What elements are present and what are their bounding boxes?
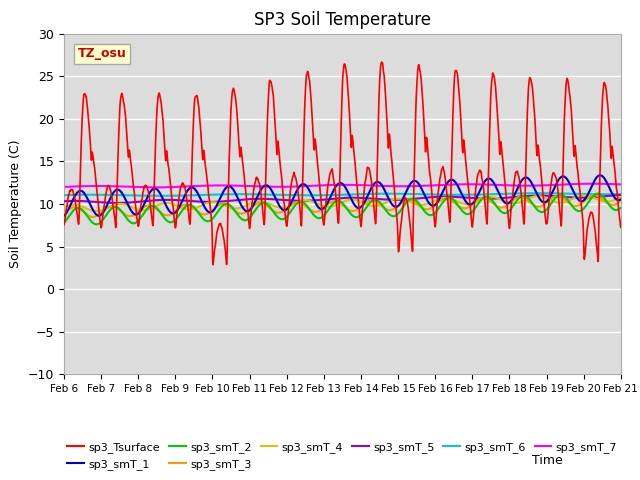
sp3_Tsurface bbox=[60, 222, 68, 228]
sp3_smT_2 bbox=[617, 205, 625, 211]
Line: sp3_smT_4: sp3_smT_4 bbox=[64, 195, 621, 211]
sp3_smT_2 bbox=[406, 196, 414, 202]
sp3_smT_6 bbox=[406, 191, 414, 197]
sp3_smT_6 bbox=[180, 192, 188, 198]
sp3_Tsurface bbox=[216, 221, 223, 227]
sp3_smT_6 bbox=[397, 191, 404, 197]
Y-axis label: Soil Temperature (C): Soil Temperature (C) bbox=[10, 140, 22, 268]
sp3_smT_2 bbox=[93, 221, 100, 227]
sp3_smT_7 bbox=[60, 184, 68, 190]
sp3_smT_6 bbox=[157, 193, 164, 199]
sp3_smT_1 bbox=[179, 196, 187, 202]
sp3_smT_3 bbox=[564, 200, 572, 205]
sp3_smT_6 bbox=[216, 192, 223, 197]
sp3_smT_3 bbox=[216, 202, 223, 207]
sp3_smT_1 bbox=[60, 213, 68, 218]
sp3_Tsurface bbox=[378, 59, 385, 65]
sp3_Tsurface bbox=[397, 222, 404, 228]
sp3_smT_3 bbox=[406, 197, 414, 203]
sp3_smT_5 bbox=[397, 197, 404, 203]
sp3_smT_4 bbox=[180, 205, 188, 211]
sp3_smT_4 bbox=[564, 198, 572, 204]
sp3_smT_5 bbox=[216, 199, 223, 204]
sp3_smT_7 bbox=[180, 184, 188, 190]
sp3_smT_5 bbox=[406, 196, 414, 202]
sp3_smT_1 bbox=[596, 172, 604, 178]
sp3_smT_4 bbox=[406, 199, 414, 205]
sp3_smT_6 bbox=[564, 191, 572, 196]
sp3_smT_7 bbox=[617, 181, 625, 187]
sp3_smT_7 bbox=[588, 181, 596, 187]
sp3_Tsurface bbox=[209, 262, 217, 267]
Line: sp3_smT_3: sp3_smT_3 bbox=[64, 195, 621, 217]
sp3_smT_1 bbox=[617, 197, 625, 203]
sp3_smT_4 bbox=[617, 194, 625, 200]
sp3_Tsurface bbox=[617, 225, 625, 230]
sp3_smT_2 bbox=[397, 207, 404, 213]
sp3_smT_1 bbox=[617, 196, 625, 202]
sp3_smT_1 bbox=[216, 197, 223, 203]
Line: sp3_smT_2: sp3_smT_2 bbox=[64, 193, 621, 224]
Line: sp3_smT_7: sp3_smT_7 bbox=[64, 184, 621, 187]
sp3_Tsurface bbox=[564, 79, 572, 85]
sp3_smT_1 bbox=[564, 178, 572, 183]
sp3_smT_6 bbox=[617, 192, 625, 197]
Legend: sp3_Tsurface, sp3_smT_1, sp3_smT_2, sp3_smT_3, sp3_smT_4, sp3_smT_5, sp3_smT_6, : sp3_Tsurface, sp3_smT_1, sp3_smT_2, sp3_… bbox=[63, 438, 622, 474]
sp3_Tsurface bbox=[179, 181, 187, 187]
sp3_smT_4 bbox=[216, 201, 223, 206]
sp3_smT_3 bbox=[397, 201, 404, 206]
sp3_smT_1 bbox=[397, 200, 404, 205]
sp3_smT_7 bbox=[216, 182, 223, 188]
sp3_smT_3 bbox=[617, 198, 625, 204]
sp3_smT_5 bbox=[180, 198, 188, 204]
sp3_smT_2 bbox=[216, 206, 223, 212]
sp3_smT_5 bbox=[617, 192, 625, 198]
Text: TZ_osu: TZ_osu bbox=[78, 48, 127, 60]
sp3_smT_3 bbox=[60, 211, 68, 216]
sp3_smT_3 bbox=[89, 214, 97, 220]
sp3_smT_2 bbox=[617, 205, 625, 211]
sp3_smT_2 bbox=[564, 197, 572, 203]
sp3_smT_1 bbox=[406, 181, 414, 187]
sp3_smT_4 bbox=[617, 194, 625, 200]
sp3_smT_3 bbox=[617, 198, 625, 204]
sp3_Tsurface bbox=[407, 228, 415, 234]
sp3_smT_7 bbox=[617, 181, 625, 187]
sp3_smT_6 bbox=[60, 192, 68, 198]
sp3_smT_5 bbox=[564, 194, 572, 200]
sp3_smT_2 bbox=[60, 220, 68, 226]
sp3_smT_4 bbox=[397, 196, 404, 202]
sp3_smT_4 bbox=[60, 204, 68, 210]
sp3_smT_7 bbox=[564, 181, 572, 187]
sp3_smT_2 bbox=[180, 206, 188, 212]
Text: Time: Time bbox=[532, 454, 563, 467]
sp3_smT_7 bbox=[397, 183, 404, 189]
Line: sp3_smT_5: sp3_smT_5 bbox=[64, 195, 621, 203]
sp3_smT_3 bbox=[180, 202, 188, 208]
sp3_smT_3 bbox=[591, 192, 598, 198]
sp3_smT_6 bbox=[534, 190, 541, 196]
sp3_smT_4 bbox=[580, 192, 588, 198]
Line: sp3_Tsurface: sp3_Tsurface bbox=[64, 62, 621, 264]
sp3_smT_6 bbox=[617, 192, 625, 197]
sp3_smT_5 bbox=[617, 192, 625, 198]
sp3_smT_5 bbox=[113, 200, 121, 206]
Line: sp3_smT_1: sp3_smT_1 bbox=[64, 175, 621, 216]
sp3_smT_4 bbox=[93, 208, 100, 214]
sp3_smT_5 bbox=[60, 198, 68, 204]
Line: sp3_smT_6: sp3_smT_6 bbox=[64, 193, 621, 196]
sp3_Tsurface bbox=[617, 224, 625, 230]
sp3_smT_2 bbox=[594, 191, 602, 196]
sp3_smT_7 bbox=[406, 183, 414, 189]
Title: SP3 Soil Temperature: SP3 Soil Temperature bbox=[254, 11, 431, 29]
sp3_smT_7 bbox=[151, 184, 159, 190]
